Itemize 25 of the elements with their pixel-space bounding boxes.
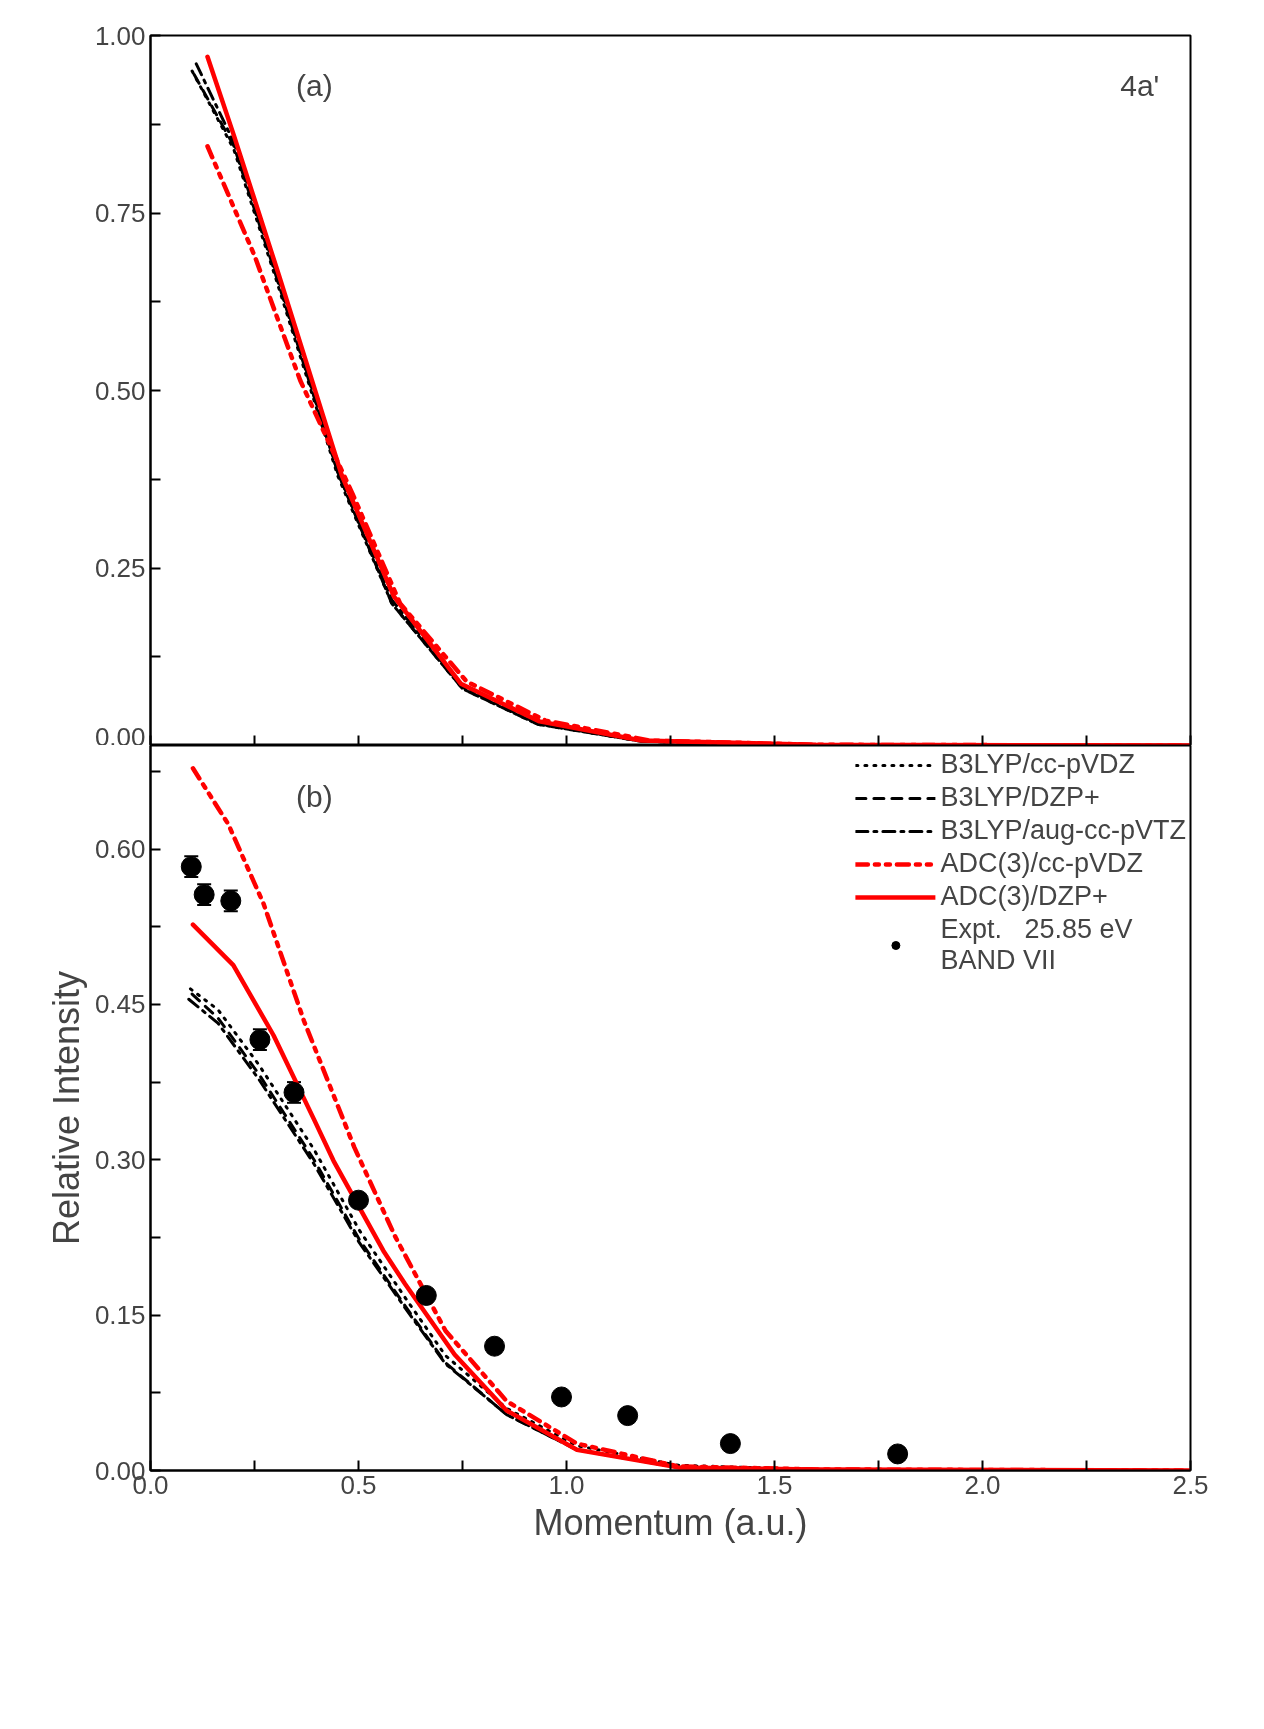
legend-label: Expt. 25.85 eV BAND VII — [940, 914, 1133, 976]
legend-label: B3LYP/aug-cc-pVTZ — [940, 815, 1186, 846]
y-tick-label: 0.25 — [94, 553, 146, 583]
y-tick-label: 1.00 — [94, 20, 146, 51]
annotation: (a) — [296, 68, 333, 102]
legend-label: B3LYP/DZP+ — [940, 782, 1100, 813]
y-tick-label: 0.45 — [94, 989, 146, 1020]
y-tick-label: 0.50 — [94, 375, 146, 406]
x-tick-label: 1.0 — [548, 1469, 585, 1500]
x-tick-label: 2.0 — [964, 1469, 1001, 1500]
y-tick-label: 0.00 — [94, 721, 146, 752]
x-tick-label: 0.5 — [340, 1469, 377, 1500]
x-axis-title: Momentum (a.u.) — [533, 1501, 808, 1543]
x-tick-label: 2.5 — [1172, 1469, 1209, 1500]
legend-label: B3LYP/cc-pVDZ — [940, 749, 1135, 780]
legend-label: ADC(3)/cc-pVDZ — [940, 848, 1143, 879]
annotation: 4a' — [1120, 68, 1160, 102]
legend-label: ADC(3)/DZP+ — [940, 881, 1108, 912]
y-tick-label: 0.30 — [94, 1144, 146, 1175]
y-tick-label: 0.60 — [94, 834, 146, 865]
y-axis-title: Relative Intensity — [45, 970, 87, 1246]
annotation: (b) — [296, 779, 333, 813]
y-tick-label: 0.15 — [94, 1300, 146, 1331]
y-tick-label: 0.75 — [94, 198, 146, 228]
x-tick-label: 1.5 — [756, 1469, 793, 1500]
